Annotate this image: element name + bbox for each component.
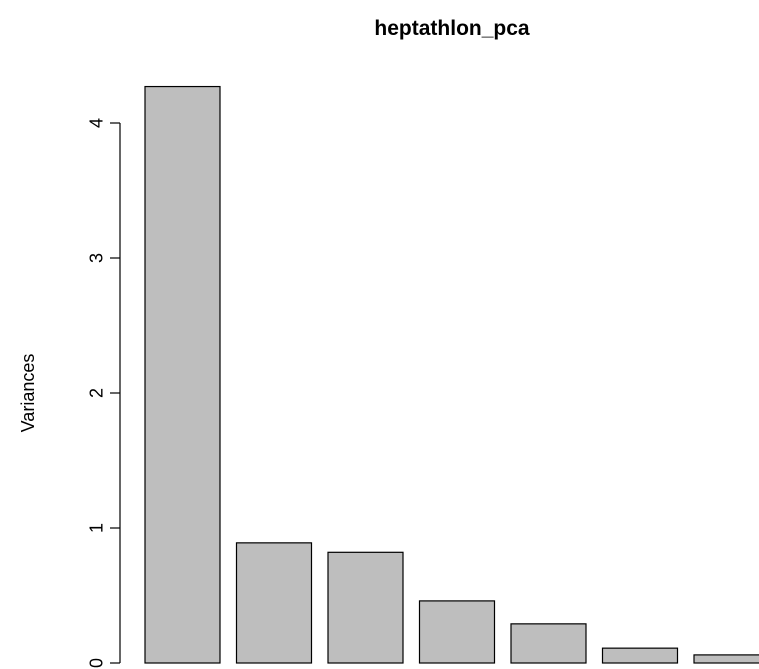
y-tick-label: 4 <box>86 118 106 128</box>
y-ticks: 0 1 2 3 4 <box>86 118 120 668</box>
bar-component-2 <box>235 542 313 664</box>
bar-component-7 <box>693 654 759 664</box>
y-tick-label: 2 <box>86 388 106 398</box>
bar-component-4 <box>418 600 496 664</box>
bar-component-3 <box>327 551 404 664</box>
y-tick-label: 3 <box>86 253 106 263</box>
bar-component-1 <box>144 85 221 664</box>
y-axis-label: Variances <box>18 354 38 433</box>
y-tick-label: 1 <box>86 523 106 533</box>
chart-title: heptathlon_pca <box>374 17 530 40</box>
y-axis: 0 1 2 3 4 <box>86 118 121 668</box>
bar-component-5 <box>510 623 587 664</box>
bars <box>144 85 759 664</box>
bar-component-6 <box>601 647 679 664</box>
y-tick-label: 0 <box>86 658 106 668</box>
